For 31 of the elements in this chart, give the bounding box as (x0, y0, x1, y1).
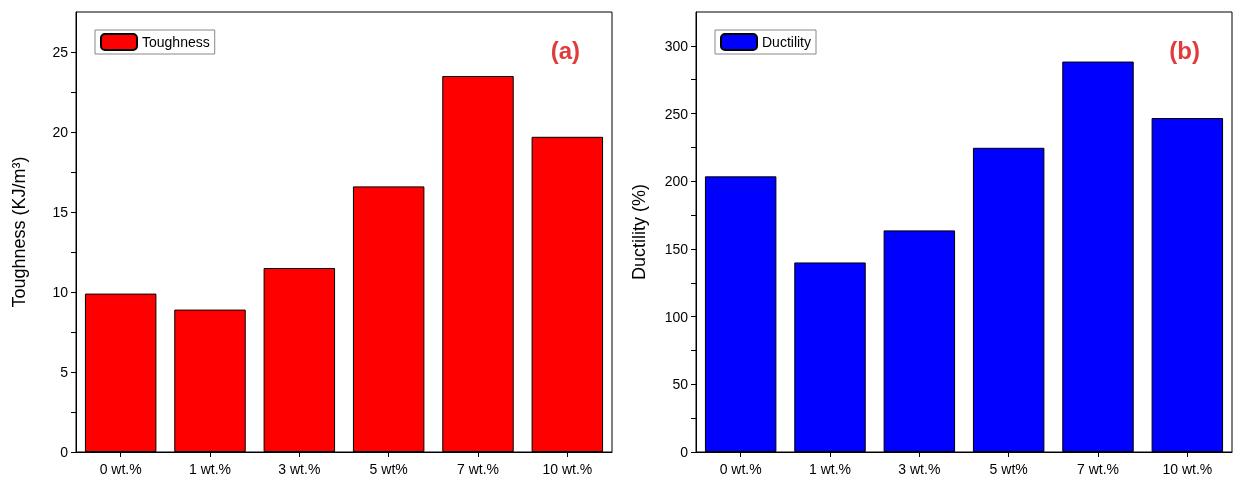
y-tick-label: 25 (52, 44, 69, 60)
x-tick-label: 10 wt.% (1162, 461, 1213, 477)
x-tick-label: 1 wt.% (188, 461, 232, 477)
x-tick-label: 0 wt.% (99, 461, 142, 477)
y-tick-label: 300 (664, 37, 689, 54)
y-tick-label: 0 (60, 444, 69, 460)
x-tick-label: 7 wt.% (1076, 461, 1120, 477)
x-tick-label: 0 wt.% (719, 461, 762, 477)
legend-label: Toughness (142, 34, 210, 50)
y-tick-label: 0 (680, 444, 689, 460)
y-tick-label: 20 (52, 124, 69, 140)
x-tick-label: 1 wt.% (808, 461, 852, 477)
x-tick-label: 7 wt.% (456, 461, 500, 477)
annotation: (b) (1169, 36, 1201, 64)
y-axis-title: Toughness (KJ/m³) (9, 156, 29, 308)
annotation: (a) (550, 36, 581, 64)
y-axis-title: Ductility (%) (629, 183, 649, 281)
y-tick-label: 5 (60, 364, 69, 380)
x-tick-label: 3 wt.% (278, 461, 321, 477)
y-tick-label: 150 (664, 240, 689, 257)
y-tick-label: 250 (664, 105, 689, 122)
y-tick-label: 10 (52, 284, 69, 300)
y-tick-label: 50 (672, 376, 689, 393)
x-tick-label: 5 wt% (369, 461, 408, 477)
x-tick-label: 5 wt% (989, 461, 1028, 477)
y-tick-label: 15 (52, 204, 69, 220)
legend-label: Ductility (762, 34, 812, 50)
x-tick-label: 10 wt.% (542, 461, 593, 477)
y-tick-label: 200 (664, 173, 689, 190)
x-tick-label: 3 wt.% (898, 461, 941, 477)
y-tick-label: 100 (664, 308, 689, 325)
